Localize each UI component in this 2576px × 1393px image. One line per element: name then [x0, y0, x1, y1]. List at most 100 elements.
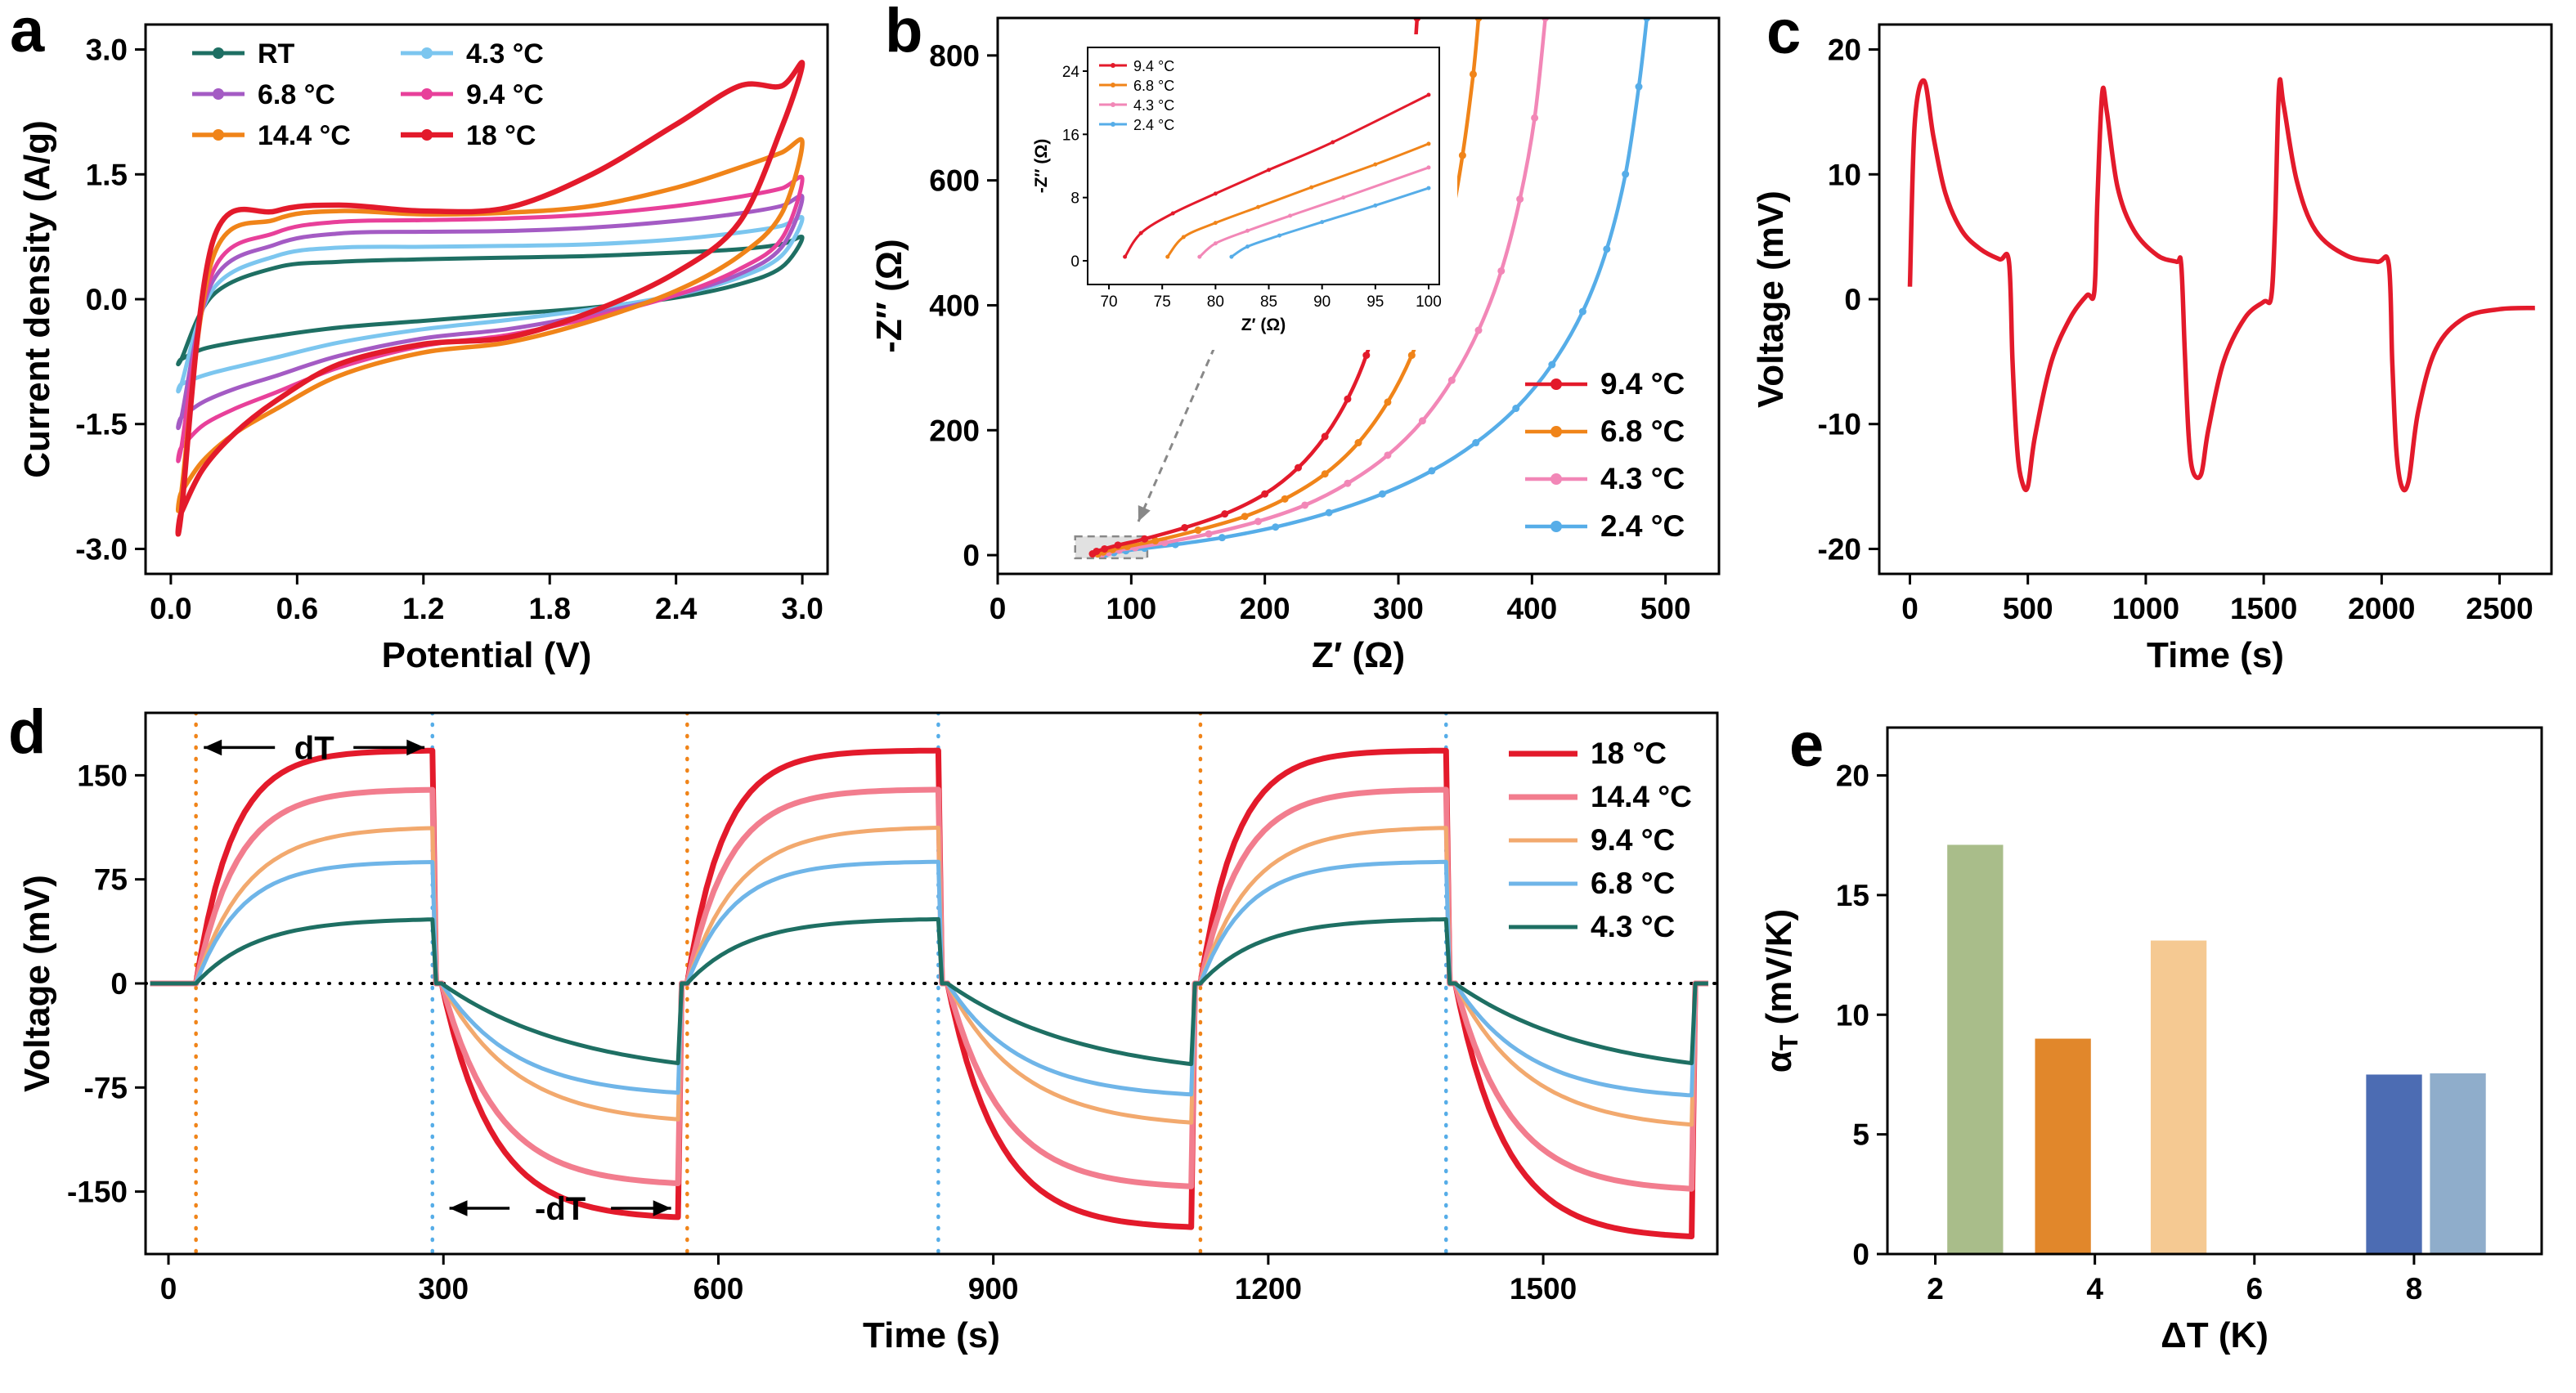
thermo-cycling-chart: dT -dT 0 300 600 900 1200 1500 -150 -75 0 75 150 Time…: [17, 711, 1719, 1355]
svg-text:500: 500: [1640, 592, 1691, 625]
svg-text:6.8 °C: 6.8 °C: [1600, 414, 1685, 448]
svg-text:2.4: 2.4: [655, 592, 698, 625]
svg-text:Z′ (Ω): Z′ (Ω): [1241, 316, 1286, 334]
svg-text:150: 150: [77, 759, 128, 792]
svg-text:85: 85: [1260, 293, 1277, 311]
svg-text:6: 6: [2246, 1272, 2263, 1306]
panel-e: e 2 4 6 8 0 5 10 15 20 ΔT (K) αT​ (mV/K): [1742, 695, 2576, 1393]
svg-text:9.4 °C: 9.4 °C: [1600, 367, 1685, 401]
svg-text:Voltage (mV): Voltage (mV): [17, 875, 57, 1092]
svg-text:Potential (V): Potential (V): [382, 635, 592, 675]
svg-text:0.6: 0.6: [276, 592, 318, 625]
svg-text:1.8: 1.8: [529, 592, 571, 625]
svg-text:20: 20: [1828, 34, 1861, 67]
svg-text:18 °C: 18 °C: [1591, 737, 1667, 770]
svg-text:75: 75: [1154, 293, 1171, 311]
svg-text:-75: -75: [84, 1071, 128, 1104]
svg-text:3.0: 3.0: [781, 592, 823, 625]
svg-text:4.3 °C: 4.3 °C: [1600, 462, 1685, 495]
svg-text:-dT: -dT: [535, 1191, 586, 1227]
svg-text:400: 400: [929, 289, 980, 322]
svg-text:-1.5: -1.5: [75, 408, 128, 441]
seebeck-bar-chart: 2 4 6 8 0 5 10 15 20 ΔT (K) αT​ (mV/K): [1759, 726, 2543, 1355]
svg-text:6.8 °C: 6.8 °C: [1591, 867, 1675, 900]
svg-text:2.4 °C: 2.4 °C: [1600, 509, 1685, 543]
svg-text:0: 0: [160, 1272, 177, 1306]
svg-text:2: 2: [1927, 1272, 1944, 1306]
svg-text:10: 10: [1836, 998, 1869, 1032]
svg-text:RT: RT: [258, 38, 295, 69]
panel-c: c 0 500 1000 1500 2000 2500 -20 -10 0 10 20 Time (s…: [1742, 0, 2576, 695]
panel-a: a 0.0 0.6 1.2 1.8 2.4 3.0 -3.0 -1.5 0.0 1.5 3.0 Pot…: [0, 0, 842, 695]
svg-text:1000: 1000: [2112, 592, 2179, 625]
svg-text:-3.0: -3.0: [75, 532, 128, 566]
svg-text:200: 200: [1240, 592, 1290, 625]
svg-text:95: 95: [1367, 293, 1384, 311]
svg-text:0: 0: [1852, 1238, 1869, 1271]
svg-text:800: 800: [929, 39, 980, 73]
svg-text:300: 300: [1373, 592, 1424, 625]
svg-text:9.4 °C: 9.4 °C: [1591, 823, 1675, 857]
svg-text:0: 0: [110, 967, 128, 1001]
svg-text:-Z″ (Ω): -Z″ (Ω): [1032, 139, 1051, 194]
panel-letter-e: e: [1789, 710, 1824, 780]
svg-text:14.4 °C: 14.4 °C: [1591, 780, 1692, 813]
svg-text:20: 20: [1836, 759, 1869, 793]
svg-text:900: 900: [968, 1272, 1019, 1306]
svg-text:600: 600: [693, 1272, 744, 1306]
svg-text:2000: 2000: [2348, 592, 2415, 625]
svg-text:9.4 °C: 9.4 °C: [466, 79, 544, 110]
svg-text:6.8 °C: 6.8 °C: [1133, 78, 1174, 94]
svg-text:2.4 °C: 2.4 °C: [1133, 117, 1174, 133]
svg-text:8: 8: [1070, 190, 1079, 208]
svg-text:400: 400: [1506, 592, 1557, 625]
svg-text:4.3 °C: 4.3 °C: [1133, 97, 1174, 114]
svg-text:Voltage (mV): Voltage (mV): [1751, 190, 1791, 408]
svg-text:9.4 °C: 9.4 °C: [1133, 58, 1174, 74]
svg-text:6.8 °C: 6.8 °C: [258, 79, 335, 110]
svg-text:Z′ (Ω): Z′ (Ω): [1312, 635, 1405, 675]
svg-text:300: 300: [418, 1272, 469, 1306]
svg-text:100: 100: [1106, 592, 1156, 625]
svg-text:200: 200: [929, 414, 980, 447]
svg-text:Current density (A/g): Current density (A/g): [17, 120, 57, 478]
cv-chart: 0.0 0.6 1.2 1.8 2.4 3.0 -3.0 -1.5 0.0 1.5 3.0 Poten…: [17, 23, 829, 675]
svg-text:14.4 °C: 14.4 °C: [258, 120, 351, 151]
svg-text:Time (s): Time (s): [2147, 635, 2284, 675]
svg-text:2500: 2500: [2466, 592, 2533, 625]
svg-text:αT​ (mV/K): αT​ (mV/K): [1759, 909, 1803, 1073]
panel-letter-c: c: [1766, 0, 1802, 67]
svg-text:1.5: 1.5: [86, 158, 128, 191]
svg-text:-150: -150: [67, 1176, 128, 1209]
svg-text:18 °C: 18 °C: [466, 120, 536, 151]
svg-text:0: 0: [963, 539, 980, 572]
svg-text:24: 24: [1062, 64, 1080, 81]
svg-text:15: 15: [1836, 879, 1869, 912]
svg-text:1.2: 1.2: [402, 592, 444, 625]
panel-d: d dT -dT 0 300 600 900 1200 1500 -150 -75 0 75 150 Ti…: [0, 695, 1742, 1393]
voltage-time-chart: 0 500 1000 1500 2000 2500 -20 -10 0 10 20 Time (s) V…: [1751, 23, 2553, 675]
svg-text:8: 8: [2406, 1272, 2423, 1306]
svg-text:Time (s): Time (s): [863, 1315, 1000, 1355]
svg-text:600: 600: [929, 164, 980, 198]
svg-text:4.3 °C: 4.3 °C: [466, 38, 544, 69]
svg-text:10: 10: [1828, 158, 1861, 191]
svg-text:0: 0: [1844, 283, 1861, 316]
panel-letter-d: d: [8, 697, 47, 767]
svg-text:1500: 1500: [2230, 592, 2297, 625]
svg-text:0.0: 0.0: [86, 283, 128, 316]
svg-text:-10: -10: [1818, 408, 1861, 441]
svg-text:0: 0: [990, 592, 1007, 625]
svg-text:1200: 1200: [1235, 1272, 1302, 1306]
svg-text:0: 0: [1901, 592, 1919, 625]
svg-text:80: 80: [1207, 293, 1224, 311]
svg-text:ΔT (K): ΔT (K): [2161, 1315, 2269, 1355]
svg-text:100: 100: [1416, 293, 1442, 311]
panel-letter-b: b: [885, 0, 923, 65]
svg-text:70: 70: [1100, 293, 1117, 311]
svg-text:75: 75: [94, 863, 128, 897]
svg-text:5: 5: [1852, 1118, 1869, 1152]
nyquist-chart: 0 100 200 300 400 500 0 200 400 600 800 Z′ (Ω) -Z″ (…: [869, 16, 1721, 675]
svg-text:4.3 °C: 4.3 °C: [1591, 910, 1675, 943]
